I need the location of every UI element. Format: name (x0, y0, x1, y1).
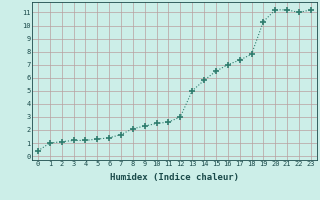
X-axis label: Humidex (Indice chaleur): Humidex (Indice chaleur) (110, 173, 239, 182)
